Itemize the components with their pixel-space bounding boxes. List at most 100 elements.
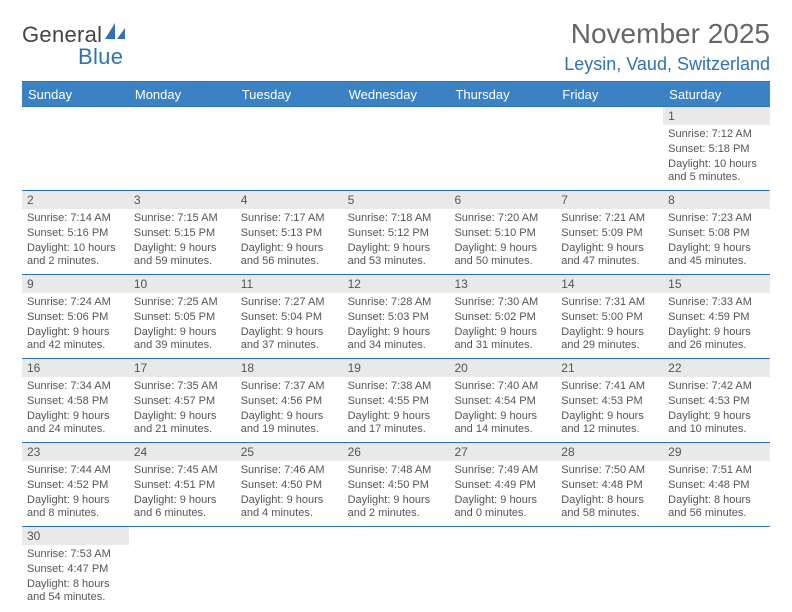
daylight: Daylight: 9 hours and 19 minutes. [241,410,338,438]
day-number: 18 [236,359,343,377]
daylight: Daylight: 9 hours and 53 minutes. [348,242,445,270]
day-cell: 25 Sunrise: 7:46 AMSunset: 4:50 PMDayligh… [236,443,343,526]
day-number: 25 [236,443,343,461]
sunset: Sunset: 5:10 PM [454,227,551,241]
day-cell: 29Sunrise: 7:51 AMSunset: 4:48 PMDayligh… [663,443,770,526]
sunrise: Sunrise: 7:50 AM [561,464,658,478]
dow-header-row: SundayMondayTuesdayWednesdayThursdayFrid… [22,81,770,107]
day-cell: 2Sunrise: 7:14 AMSunset: 5:16 PMDaylight… [22,191,129,274]
day-number: 16 [22,359,129,377]
day-number: 30 [22,527,129,545]
sunset: Sunset: 5:03 PM [348,311,445,325]
sunrise: Sunrise: 7:21 AM [561,212,658,226]
day-cell: 22Sunrise: 7:42 AMSunset: 4:53 PMDayligh… [663,359,770,442]
day-cell: 9 Sunrise: 7:24 AMSunset: 5:06 PMDaylight… [22,275,129,358]
day-cell-empty [22,107,129,190]
week-row: 30 Sunrise: 7:53 AMSunset: 4:47 PMDayligh… [22,527,770,610]
day-number: 24 [129,443,236,461]
daylight: Daylight: 9 hours and 50 minutes. [454,242,551,270]
daylight: Daylight: 9 hours and 4 minutes. [241,494,338,522]
sunrise: Sunrise: 7:46 AM [241,464,338,478]
week-row: 1Sunrise: 7:12 AMSunset: 5:18 PMDaylight… [22,107,770,191]
sunrise: Sunrise: 7:12 AM [668,128,765,142]
daylight: Daylight: 8 hours and 56 minutes. [668,494,765,522]
day-number: 28 [556,443,663,461]
day-cell: 19Sunrise: 7:38 AMSunset: 4:55 PMDayligh… [343,359,450,442]
daylight: Daylight: 9 hours and 29 minutes. [561,326,658,354]
day-number: 7 [556,191,663,209]
daylight: Daylight: 9 hours and 56 minutes. [241,242,338,270]
day-cell: 17Sunrise: 7:35 AMSunset: 4:57 PMDayligh… [129,359,236,442]
sunset: Sunset: 5:12 PM [348,227,445,241]
daylight: Daylight: 9 hours and 12 minutes. [561,410,658,438]
daylight: Daylight: 8 hours and 58 minutes. [561,494,658,522]
day-cell: 23Sunrise: 7:44 AMSunset: 4:52 PMDayligh… [22,443,129,526]
sunrise: Sunrise: 7:38 AM [348,380,445,394]
daylight: Daylight: 9 hours and 14 minutes. [454,410,551,438]
sunset: Sunset: 4:53 PM [561,395,658,409]
day-number: 27 [449,443,556,461]
day-number: 9 [22,275,129,293]
dow-header-cell: Wednesday [343,81,450,107]
daylight: Daylight: 9 hours and 17 minutes. [348,410,445,438]
sunset: Sunset: 4:50 PM [241,479,338,493]
day-cell-empty [449,107,556,190]
day-cell: 30 Sunrise: 7:53 AMSunset: 4:47 PMDayligh… [22,527,129,610]
calendar: SundayMondayTuesdayWednesdayThursdayFrid… [22,81,770,610]
sunset: Sunset: 5:02 PM [454,311,551,325]
sunset: Sunset: 5:09 PM [561,227,658,241]
daylight: Daylight: 9 hours and 0 minutes. [454,494,551,522]
day-number: 23 [22,443,129,461]
daylight: Daylight: 9 hours and 10 minutes. [668,410,765,438]
sunset: Sunset: 4:59 PM [668,311,765,325]
sunset: Sunset: 5:16 PM [27,227,124,241]
sunrise: Sunrise: 7:48 AM [348,464,445,478]
week-row: 2Sunrise: 7:14 AMSunset: 5:16 PMDaylight… [22,191,770,275]
logo-blue-row: Blue [78,44,123,70]
day-cell: 13Sunrise: 7:30 AMSunset: 5:02 PMDayligh… [449,275,556,358]
sunrise: Sunrise: 7:42 AM [668,380,765,394]
sunset: Sunset: 4:56 PM [241,395,338,409]
day-cell: 18 Sunrise: 7:37 AMSunset: 4:56 PMDayligh… [236,359,343,442]
sunset: Sunset: 5:06 PM [27,311,124,325]
sunset: Sunset: 5:13 PM [241,227,338,241]
dow-header-cell: Sunday [22,81,129,107]
sunrise: Sunrise: 7:33 AM [668,296,765,310]
daylight: Daylight: 9 hours and 42 minutes. [27,326,124,354]
title-block: November 2025 Leysin, Vaud, Switzerland [564,18,770,81]
day-cell: 1Sunrise: 7:12 AMSunset: 5:18 PMDaylight… [663,107,770,190]
day-cell: 12Sunrise: 7:28 AMSunset: 5:03 PMDayligh… [343,275,450,358]
sunrise: Sunrise: 7:37 AM [241,380,338,394]
sunrise: Sunrise: 7:20 AM [454,212,551,226]
daylight: Daylight: 9 hours and 24 minutes. [27,410,124,438]
daylight: Daylight: 9 hours and 8 minutes. [27,494,124,522]
day-number: 20 [449,359,556,377]
daylight: Daylight: 9 hours and 47 minutes. [561,242,658,270]
location: Leysin, Vaud, Switzerland [564,54,770,75]
daylight: Daylight: 10 hours and 2 minutes. [27,242,124,270]
sunset: Sunset: 4:47 PM [27,563,124,577]
day-cell: 16Sunrise: 7:34 AMSunset: 4:58 PMDayligh… [22,359,129,442]
sunrise: Sunrise: 7:27 AM [241,296,338,310]
day-number: 21 [556,359,663,377]
sunrise: Sunrise: 7:53 AM [27,548,124,562]
day-cell: 4Sunrise: 7:17 AMSunset: 5:13 PMDaylight… [236,191,343,274]
dow-header-cell: Saturday [663,81,770,107]
daylight: Daylight: 9 hours and 26 minutes. [668,326,765,354]
week-row: 23Sunrise: 7:44 AMSunset: 4:52 PMDayligh… [22,443,770,527]
sunset: Sunset: 4:49 PM [454,479,551,493]
day-cell: 28Sunrise: 7:50 AMSunset: 4:48 PMDayligh… [556,443,663,526]
day-number: 2 [22,191,129,209]
dow-header-cell: Thursday [449,81,556,107]
sunset: Sunset: 5:08 PM [668,227,765,241]
daylight: Daylight: 9 hours and 45 minutes. [668,242,765,270]
daylight: Daylight: 9 hours and 31 minutes. [454,326,551,354]
logo-sail-icon [103,21,129,46]
sunrise: Sunrise: 7:24 AM [27,296,124,310]
daylight: Daylight: 8 hours and 54 minutes. [27,578,124,606]
sunset: Sunset: 5:00 PM [561,311,658,325]
day-cell-empty [449,527,556,610]
day-number: 1 [663,107,770,125]
sunset: Sunset: 5:04 PM [241,311,338,325]
day-cell-empty [556,527,663,610]
